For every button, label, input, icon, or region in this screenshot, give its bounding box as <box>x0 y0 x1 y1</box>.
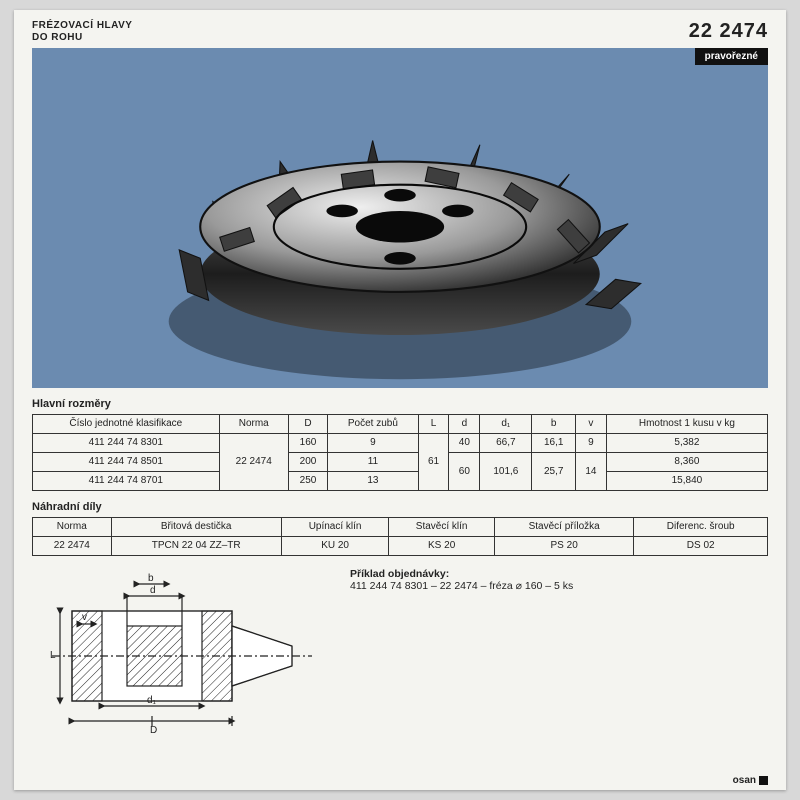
cell: KU 20 <box>281 537 389 556</box>
col-L: L <box>418 415 449 434</box>
cell: 25,7 <box>532 453 576 491</box>
cell: 13 <box>328 472 418 491</box>
page-header: FRÉZOVACÍ HLAVY DO ROHU 22 2474 <box>32 20 768 44</box>
col-b: b <box>532 415 576 434</box>
col-mass: Hmotnost 1 kusu v kg <box>606 415 767 434</box>
logo-icon <box>759 776 768 785</box>
table-row: 411 244 74 8301 22 2474 160 9 61 40 66,7… <box>33 434 768 453</box>
dim-d1: d₁ <box>147 695 157 706</box>
table-header-row: Číslo jednotné klasifikace Norma D Počet… <box>33 415 768 434</box>
col-d1: d₁ <box>480 415 532 434</box>
cell: Stavěcí příložka <box>494 518 633 537</box>
cell: Norma <box>33 518 112 537</box>
cell: 22 2474 <box>219 434 288 491</box>
order-title: Příklad objednávky: <box>350 568 449 580</box>
cell: 9 <box>328 434 418 453</box>
cell: 101,6 <box>480 453 532 491</box>
cell: 5,382 <box>606 434 767 453</box>
page-title-line2: DO ROHU <box>32 32 132 44</box>
cell: 16,1 <box>532 434 576 453</box>
col-classification: Číslo jednotné klasifikace <box>33 415 220 434</box>
table-row: 411 244 74 8701 250 13 15,840 <box>33 472 768 491</box>
cell: Břitová destička <box>111 518 281 537</box>
logo-text: osan <box>733 775 756 786</box>
cell: 40 <box>449 434 480 453</box>
cell: DS 02 <box>634 537 768 556</box>
cell: KS 20 <box>389 537 495 556</box>
cell: 66,7 <box>480 434 532 453</box>
cell: 60 <box>449 453 480 491</box>
cell: 8,360 <box>606 453 767 472</box>
table-row: 411 244 74 8501 200 11 60 101,6 25,7 14 … <box>33 453 768 472</box>
cell: 250 <box>288 472 327 491</box>
cell: Diferenc. šroub <box>634 518 768 537</box>
dim-d: d <box>150 585 156 596</box>
table2-title: Náhradní díly <box>32 501 768 513</box>
col-d: d <box>449 415 480 434</box>
cell: 411 244 74 8701 <box>33 472 220 491</box>
dim-b: b <box>148 573 154 584</box>
cell: 61 <box>418 434 449 491</box>
cell: 411 244 74 8501 <box>33 453 220 472</box>
page-title-line1: FRÉZOVACÍ HLAVY <box>32 20 132 32</box>
dim-L: L <box>50 650 56 661</box>
spare-parts-table: Norma Břitová destička Upínací klín Stav… <box>32 517 768 556</box>
cell: 9 <box>576 434 607 453</box>
cell: 11 <box>328 453 418 472</box>
col-D: D <box>288 415 327 434</box>
order-text: 411 244 74 8301 – 22 2474 – fréza ⌀ 160 … <box>350 580 573 592</box>
product-code: 22 2474 <box>689 20 768 43</box>
cell: Upínací klín <box>281 518 389 537</box>
cell: Stavěcí klín <box>389 518 495 537</box>
cell: 22 2474 <box>33 537 112 556</box>
cell: PS 20 <box>494 537 633 556</box>
cell: 411 244 74 8301 <box>33 434 220 453</box>
order-example: Příklad objednávky: 411 244 74 8301 – 22… <box>350 566 768 736</box>
table-row: 22 2474 TPCN 22 04 ZZ–TR KU 20 KS 20 PS … <box>33 537 768 556</box>
cell: 200 <box>288 453 327 472</box>
main-dimensions-table: Číslo jednotné klasifikace Norma D Počet… <box>32 414 768 491</box>
cell: TPCN 22 04 ZZ–TR <box>111 537 281 556</box>
dim-v: v <box>82 612 87 623</box>
table-header-row: Norma Břitová destička Upínací klín Stav… <box>33 518 768 537</box>
cell: 15,840 <box>606 472 767 491</box>
product-photo: pravořezné <box>32 48 768 388</box>
brand-logo: osan <box>733 775 768 786</box>
cell: 14 <box>576 453 607 491</box>
col-norma: Norma <box>219 415 288 434</box>
milling-cutter-illustration <box>32 48 768 405</box>
technical-drawing: D d₁ d b L v <box>32 566 332 736</box>
col-teeth: Počet zubů <box>328 415 418 434</box>
dim-D: D <box>150 725 157 736</box>
col-v: v <box>576 415 607 434</box>
cell: 160 <box>288 434 327 453</box>
